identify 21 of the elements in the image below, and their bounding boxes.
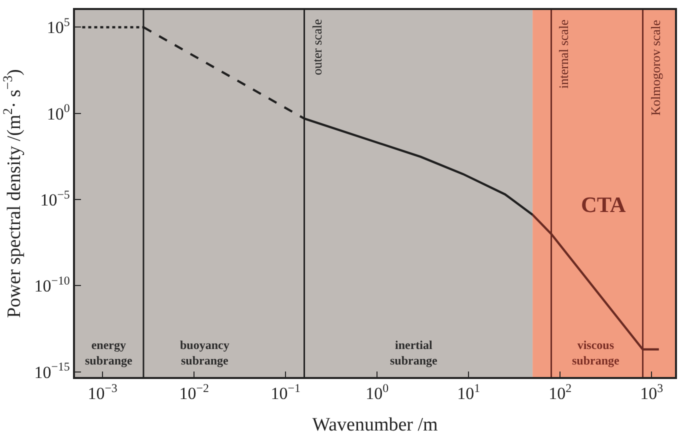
ref-line-label: internal scale [556, 19, 571, 89]
ref-line-label: Kolmogorov scale [648, 20, 663, 116]
x-tick-label: 10$^{−2}$ [179, 381, 209, 404]
x-axis-title: Wavenumber /m [312, 414, 438, 436]
ref-line-label: outer scale [309, 18, 324, 76]
annotation: inertial subrange [390, 338, 438, 368]
x-tick-label: 10$^{1}$ [457, 381, 480, 404]
x-tick-label: 10$^{−1}$ [270, 381, 300, 404]
y-tick-label: 10$^{−5}$ [40, 187, 70, 210]
annotation: buoyancy subrange [180, 338, 230, 368]
y-tick-label: 10$^{−10}$ [34, 273, 70, 296]
annotation: energy subrange [85, 338, 134, 368]
y-tick-label: 10$^{5}$ [46, 15, 70, 38]
band-label: CTA [581, 192, 626, 217]
y-tick-label: 10$^{0}$ [46, 101, 70, 124]
annotation: viscous subrange [572, 338, 620, 368]
x-tick-label: 10$^{3}$ [640, 381, 664, 404]
y-tick-label: 10$^{−15}$ [34, 360, 70, 382]
x-tick-label: 10$^{−3}$ [88, 381, 118, 404]
x-tick-label: 10$^{2}$ [548, 381, 572, 404]
x-tick-label: 10$^{0}$ [366, 381, 389, 404]
